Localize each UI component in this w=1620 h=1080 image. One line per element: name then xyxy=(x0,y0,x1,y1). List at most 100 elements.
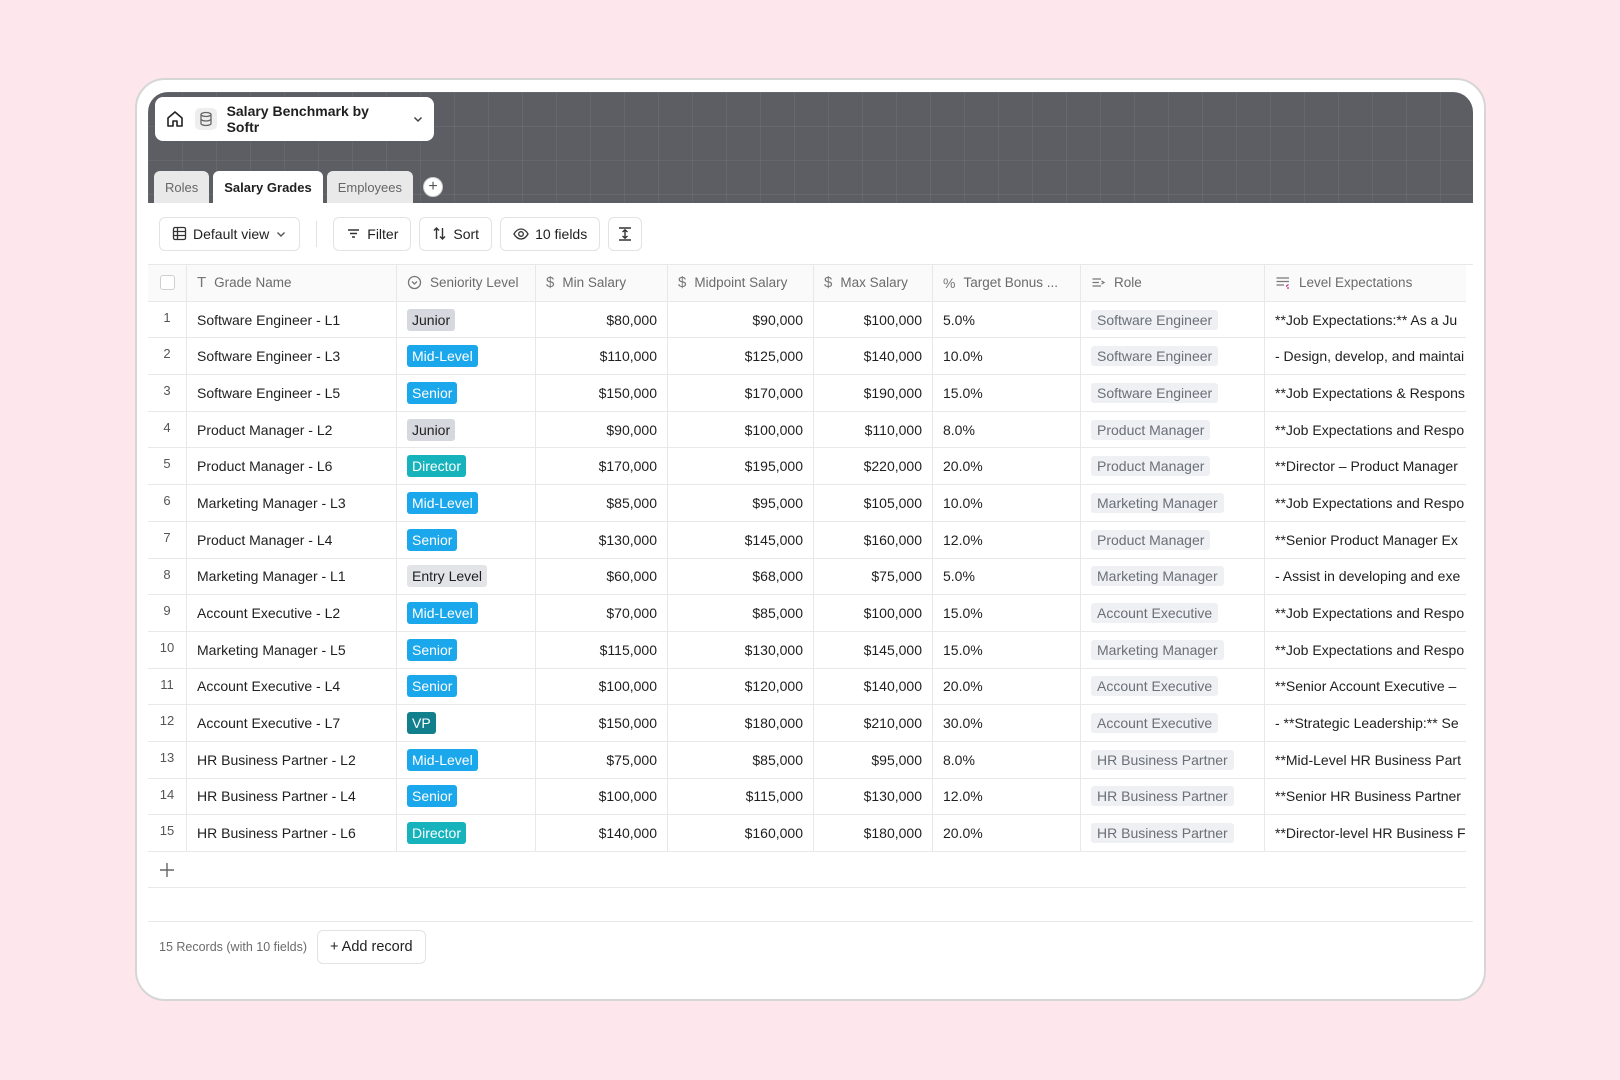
tab-salary-grades[interactable]: Salary Grades xyxy=(213,171,323,203)
target-bonus-cell[interactable]: 20.0% xyxy=(933,448,1081,485)
role-cell[interactable]: Product Manager xyxy=(1081,411,1265,448)
level-expectations-cell[interactable]: **Senior Account Executive – xyxy=(1265,669,1466,705)
seniority-level-cell[interactable]: Senior xyxy=(397,375,536,411)
grade-name-cell[interactable]: Account Executive - L2 xyxy=(187,595,397,631)
grade-name-cell[interactable]: Account Executive - L4 xyxy=(187,668,397,705)
grade-name-cell[interactable]: Software Engineer - L3 xyxy=(187,338,397,375)
midpoint-salary-cell[interactable]: $195,000 xyxy=(668,448,814,485)
max-salary-cell[interactable]: $145,000 xyxy=(814,631,933,668)
grade-name-cell[interactable]: Software Engineer - L5 xyxy=(187,375,397,411)
role-cell[interactable]: Account Executive xyxy=(1081,705,1265,741)
grade-name-cell[interactable]: HR Business Partner - L2 xyxy=(187,741,397,778)
row-height-button[interactable] xyxy=(608,216,643,251)
add-record-button[interactable]: + Add record xyxy=(316,929,426,964)
max-salary-cell[interactable]: $95,000 xyxy=(814,741,933,778)
min-salary-cell[interactable]: $115,000 xyxy=(536,631,668,668)
target-bonus-cell[interactable]: 15.0% xyxy=(933,595,1081,631)
tab-employees[interactable]: Employees xyxy=(326,171,414,203)
grade-name-cell[interactable]: Marketing Manager - L1 xyxy=(187,558,397,595)
table-row[interactable]: 14 HR Business Partner - L4 Senior $100,000… xyxy=(148,778,1466,816)
role-cell[interactable]: HR Business Partner xyxy=(1081,741,1265,778)
target-bonus-cell[interactable]: 15.0% xyxy=(933,631,1081,668)
min-salary-cell[interactable]: $60,000 xyxy=(536,558,668,595)
sort-button[interactable]: Sort xyxy=(419,216,493,251)
role-cell[interactable]: Account Executive xyxy=(1081,668,1265,705)
level-expectations-cell[interactable]: **Job Expectations and Respo xyxy=(1265,485,1466,521)
max-salary-cell[interactable]: $180,000 xyxy=(814,815,933,851)
min-salary-cell[interactable]: $100,000 xyxy=(536,668,668,705)
level-expectations-cell[interactable]: **Job Expectations & Respons xyxy=(1265,375,1466,411)
target-bonus-cell[interactable]: 5.0% xyxy=(933,301,1081,338)
grade-name-cell[interactable]: Product Manager - L4 xyxy=(187,521,397,558)
table-row[interactable]: 12 Account Executive - L7 VP $150,000 $180,0… xyxy=(148,705,1466,742)
role-cell[interactable]: Account Executive xyxy=(1081,595,1265,631)
target-bonus-cell[interactable]: 8.0% xyxy=(933,411,1081,448)
table-row[interactable]: 13 HR Business Partner - L2 Mid-Level $75,0… xyxy=(148,741,1466,779)
seniority-level-cell[interactable]: Junior xyxy=(397,301,536,338)
min-salary-cell[interactable]: $70,000 xyxy=(536,595,668,631)
seniority-level-cell[interactable]: Entry Level xyxy=(397,558,536,595)
seniority-level-cell[interactable]: Director xyxy=(397,448,536,485)
filter-button[interactable]: Filter xyxy=(333,216,412,251)
role-cell[interactable]: HR Business Partner xyxy=(1081,815,1265,851)
level-expectations-cell[interactable]: - Assist in developing and exe xyxy=(1265,559,1466,595)
level-expectations-cell[interactable]: **Job Expectations and Respo xyxy=(1265,412,1466,448)
midpoint-salary-cell[interactable]: $125,000 xyxy=(668,338,814,375)
grade-name-cell[interactable]: HR Business Partner - L4 xyxy=(187,778,397,815)
max-salary-cell[interactable]: $190,000 xyxy=(814,375,933,411)
max-salary-cell[interactable]: $110,000 xyxy=(814,411,933,448)
target-bonus-cell[interactable]: 12.0% xyxy=(933,521,1081,558)
min-salary-cell[interactable]: $110,000 xyxy=(536,338,668,375)
level-expectations-cell[interactable]: **Job Expectations and Respo xyxy=(1265,632,1466,668)
min-salary-cell[interactable]: $150,000 xyxy=(536,375,668,411)
midpoint-salary-cell[interactable]: $180,000 xyxy=(668,705,814,741)
max-salary-cell[interactable]: $210,000 xyxy=(814,705,933,741)
grade-name-cell[interactable]: Product Manager - L2 xyxy=(187,411,397,448)
select-all-checkbox[interactable] xyxy=(159,275,175,291)
level-expectations-cell[interactable]: **Senior Product Manager Ex xyxy=(1265,522,1466,558)
role-cell[interactable]: Software Engineer xyxy=(1081,375,1265,411)
level-expectations-cell[interactable]: - **Strategic Leadership:** Se xyxy=(1265,705,1466,741)
column-header-target-bonus[interactable]: % Target Bonus ... xyxy=(933,265,1081,301)
table-row[interactable]: 8 Marketing Manager - L1 Entry Level $60,00… xyxy=(148,558,1466,596)
seniority-level-cell[interactable]: Mid-Level xyxy=(397,741,536,778)
role-cell[interactable]: Software Engineer xyxy=(1081,338,1265,375)
midpoint-salary-cell[interactable]: $120,000 xyxy=(668,668,814,705)
role-cell[interactable]: Software Engineer xyxy=(1081,301,1265,338)
base-switcher[interactable]: Salary Benchmark by Softr xyxy=(155,97,434,141)
level-expectations-cell[interactable]: **Director – Product Manager xyxy=(1265,448,1466,484)
table-row[interactable]: 10 Marketing Manager - L5 Senior $115,000 $1… xyxy=(148,631,1466,669)
table-row[interactable]: 4 Product Manager - L2 Junior $90,000 $100,0… xyxy=(148,411,1466,449)
grade-name-cell[interactable]: Account Executive - L7 xyxy=(187,705,397,741)
midpoint-salary-cell[interactable]: $160,000 xyxy=(668,815,814,851)
midpoint-salary-cell[interactable]: $115,000 xyxy=(668,778,814,815)
table-row[interactable]: 11 Account Executive - L4 Senior $100,000 $1… xyxy=(148,668,1466,706)
max-salary-cell[interactable]: $130,000 xyxy=(814,778,933,815)
max-salary-cell[interactable]: $220,000 xyxy=(814,448,933,485)
midpoint-salary-cell[interactable]: $170,000 xyxy=(668,375,814,411)
view-selector-button[interactable]: Default view xyxy=(159,216,301,251)
max-salary-cell[interactable]: $105,000 xyxy=(814,485,933,521)
target-bonus-cell[interactable]: 20.0% xyxy=(933,815,1081,851)
column-header-max-salary[interactable]: $ Max Salary xyxy=(814,265,933,301)
home-icon[interactable] xyxy=(165,109,185,129)
min-salary-cell[interactable]: $90,000 xyxy=(536,411,668,448)
grade-name-cell[interactable]: Marketing Manager - L3 xyxy=(187,485,397,521)
add-row-button[interactable] xyxy=(148,852,1466,888)
max-salary-cell[interactable]: $100,000 xyxy=(814,595,933,631)
seniority-level-cell[interactable]: Mid-Level xyxy=(397,338,536,375)
target-bonus-cell[interactable]: 20.0% xyxy=(933,668,1081,705)
seniority-level-cell[interactable]: Senior xyxy=(397,631,536,668)
midpoint-salary-cell[interactable]: $85,000 xyxy=(668,595,814,631)
fields-button[interactable]: 10 fields xyxy=(500,216,601,251)
table-row[interactable]: 15 HR Business Partner - L6 Director $140,0… xyxy=(148,815,1466,852)
midpoint-salary-cell[interactable]: $130,000 xyxy=(668,631,814,668)
target-bonus-cell[interactable]: 15.0% xyxy=(933,375,1081,411)
target-bonus-cell[interactable]: 10.0% xyxy=(933,485,1081,521)
target-bonus-cell[interactable]: 30.0% xyxy=(933,705,1081,741)
seniority-level-cell[interactable]: Senior xyxy=(397,668,536,705)
table-row[interactable]: 7 Product Manager - L4 Senior $130,000 $145,… xyxy=(148,521,1466,559)
min-salary-cell[interactable]: $85,000 xyxy=(536,485,668,521)
min-salary-cell[interactable]: $150,000 xyxy=(536,705,668,741)
column-header-role[interactable]: Role xyxy=(1081,265,1265,301)
